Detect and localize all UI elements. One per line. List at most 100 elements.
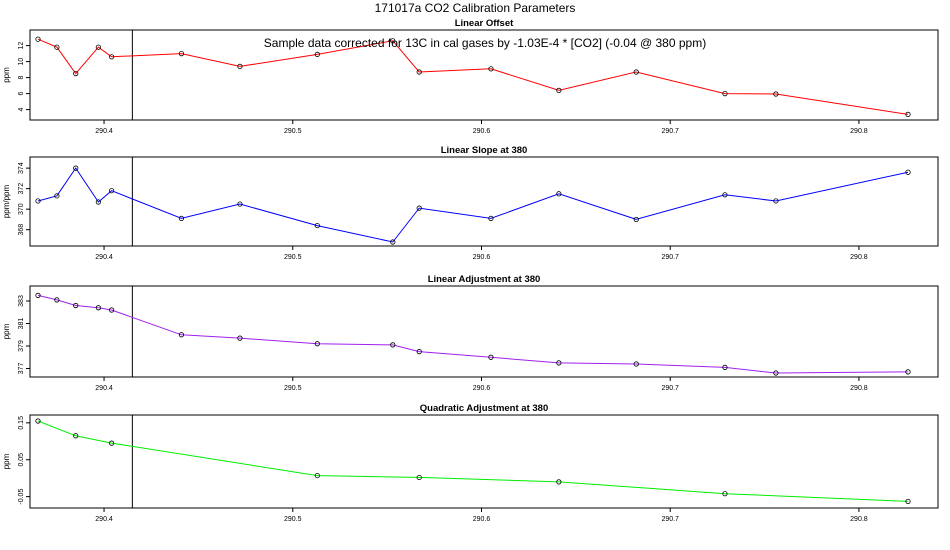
y-tick-label: 374 — [18, 162, 25, 174]
data-point — [905, 169, 911, 175]
x-tick-label: 290.4 — [95, 516, 113, 523]
data-point — [488, 66, 494, 72]
data-point — [35, 198, 41, 204]
data-point — [54, 44, 60, 50]
x-tick-label: 290.5 — [284, 128, 302, 135]
data-point — [488, 354, 494, 360]
data-point — [73, 165, 79, 171]
data-point — [109, 188, 115, 194]
data-point — [773, 198, 779, 204]
data-point — [178, 332, 185, 338]
data-point — [633, 69, 639, 75]
plot-frame — [29, 156, 939, 247]
panel-1: Linear Offset ppm 4 6 8 10 12 290.4 290.5 290.6 29… — [2, 18, 939, 135]
data-point — [905, 498, 911, 505]
figure-title: 171017a CO2 Calibration Parameters — [375, 1, 576, 15]
data-point — [35, 292, 41, 298]
data-point — [416, 474, 422, 481]
series-line — [37, 420, 909, 502]
panel-title: Linear Offset — [455, 18, 514, 29]
series-line — [37, 38, 909, 115]
data-point — [35, 418, 41, 424]
panel-title: Linear Slope at 380 — [441, 145, 528, 156]
data-point — [416, 69, 422, 75]
data-point — [109, 54, 115, 60]
y-tick-label: 6 — [18, 92, 25, 96]
y-tick-label: 4 — [18, 108, 25, 112]
data-point — [556, 87, 562, 94]
data-point — [314, 51, 320, 58]
data-point — [773, 370, 779, 376]
plot-frame — [29, 414, 939, 509]
x-tick-label: 290.5 — [284, 254, 302, 261]
x-tick-label: 290.7 — [661, 516, 679, 523]
y-tick-label: -0.05 — [18, 489, 25, 505]
y-tick-label: 12 — [18, 42, 25, 50]
series-line — [37, 167, 909, 243]
data-point — [314, 222, 320, 229]
panel-4: Quadratic Adjustment at 380 ppm -0.05 0.05 0… — [2, 403, 939, 523]
y-axis-label: ppm — [2, 323, 11, 339]
x-tick-label: 290.8 — [850, 254, 868, 261]
data-point — [556, 360, 562, 366]
x-tick-label: 290.6 — [473, 385, 491, 392]
y-tick-label: 0.15 — [18, 416, 25, 430]
y-tick-label: 372 — [18, 183, 25, 195]
x-tick-label: 290.6 — [473, 254, 491, 261]
data-point — [35, 36, 41, 42]
y-tick-label: 370 — [18, 203, 25, 215]
x-tick-label: 290.6 — [473, 516, 491, 523]
y-tick-label: 383 — [18, 295, 25, 307]
x-tick-label: 290.7 — [661, 128, 679, 135]
x-tick-label: 290.8 — [850, 128, 868, 135]
data-point — [178, 50, 185, 57]
panel-title: Linear Adjustment at 380 — [428, 274, 541, 285]
correction-annotation: Sample data corrected for 13C in cal gas… — [264, 36, 706, 50]
x-tick-label: 290.5 — [284, 516, 302, 523]
data-point — [314, 472, 320, 479]
x-tick-label: 290.4 — [95, 385, 113, 392]
plot-frame — [29, 29, 939, 121]
data-point — [54, 193, 60, 199]
y-axis-label: ppm — [2, 67, 11, 83]
data-point — [109, 307, 115, 313]
data-point — [416, 205, 422, 211]
data-point — [237, 63, 243, 70]
data-point — [95, 305, 101, 311]
y-axis-label: ppm/ppm — [2, 184, 11, 218]
panel-title: Quadratic Adjustment at 380 — [420, 403, 548, 414]
data-point — [722, 364, 728, 370]
data-point — [722, 91, 728, 97]
data-point — [237, 201, 243, 207]
panel-3: Linear Adjustment at 380 ppm 377 379 381 383 2… — [2, 274, 939, 392]
data-point — [390, 342, 396, 348]
data-point — [722, 491, 728, 497]
x-tick-label: 290.8 — [850, 385, 868, 392]
data-point — [314, 341, 320, 347]
panel-2: Linear Slope at 380 ppm/ppm 368 370 372 374 29… — [2, 145, 939, 261]
data-point — [73, 302, 79, 309]
data-point — [95, 199, 101, 205]
data-point — [73, 433, 79, 439]
series-line — [37, 294, 909, 374]
y-tick-label: 8 — [18, 76, 25, 80]
data-point — [556, 479, 562, 485]
data-point — [95, 44, 101, 50]
y-tick-label: 377 — [18, 363, 25, 375]
data-point — [54, 297, 60, 303]
y-tick-label: 0.05 — [18, 453, 25, 467]
data-point — [488, 215, 494, 222]
x-tick-label: 290.7 — [661, 385, 679, 392]
data-point — [556, 191, 562, 197]
x-tick-label: 290.8 — [850, 516, 868, 523]
data-point — [722, 192, 728, 198]
data-point — [416, 349, 422, 355]
x-tick-label: 290.7 — [661, 254, 679, 261]
data-point — [178, 215, 185, 222]
x-tick-label: 290.6 — [473, 128, 491, 135]
data-point — [773, 91, 779, 97]
data-point — [237, 335, 243, 341]
panels: Linear Offset ppm 4 6 8 10 12 290.4 290.5 290.6 29… — [2, 18, 939, 523]
data-point — [905, 369, 911, 375]
